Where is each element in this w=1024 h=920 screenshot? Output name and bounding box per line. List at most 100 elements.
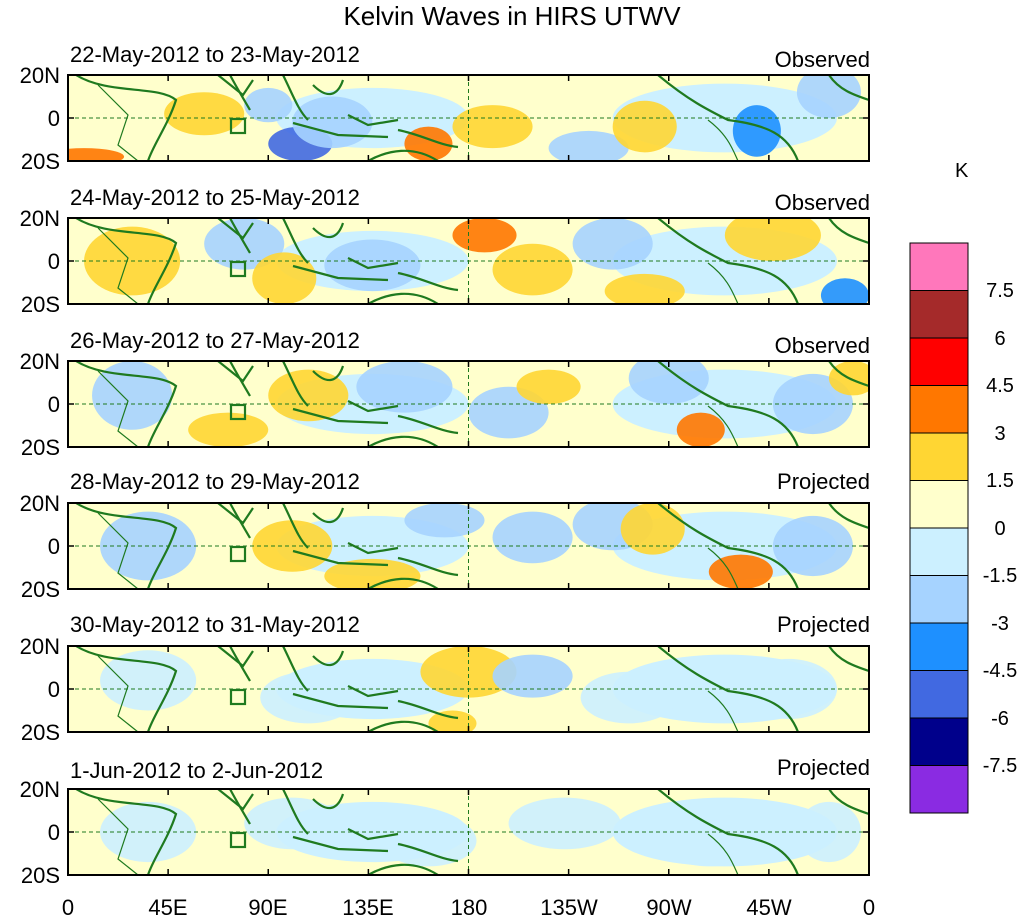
page-title: Kelvin Waves in HIRS UTWV [343,1,681,31]
colorbar-swatch [909,480,969,529]
panel-status-2: Observed [774,190,870,215]
anomaly-contour [796,801,861,863]
lon-label-360: 0 [862,895,876,920]
colorbar [909,242,969,814]
anomaly-contour [612,100,677,153]
colorbar-label: -1.5 [982,565,1018,587]
colorbar-swatch [909,765,969,814]
lon-label-0: 0 [61,895,75,920]
colorbar-label: -6 [991,708,1009,730]
lat-label-eq: 0 [47,249,60,274]
lon-label-90w: 90W [646,895,692,920]
map-panel-6 [67,788,870,876]
anomaly-contour [492,654,573,698]
anomaly-contour [724,218,821,261]
anomaly-contour [620,503,685,555]
panel-date-6: 1-Jun-2012 to 2-Jun-2012 [70,758,324,783]
panel-date-4: 28-May-2012 to 29-May-2012 [70,469,360,494]
anomaly-contour [68,148,125,161]
lat-label-20n: 20N [19,491,60,516]
anomaly-contour [572,218,653,270]
anomaly-contour [796,75,861,118]
lon-label-135e: 135E [342,895,394,920]
lat-label-20s: 20S [20,149,60,174]
map-panel-2 [67,217,870,305]
anomaly-contour [428,710,477,732]
colorbar-swatch [909,242,969,291]
panel-date-2: 24-May-2012 to 25-May-2012 [70,185,360,210]
colorbar-label: -4.5 [982,660,1018,682]
colorbar-label: 3 [994,423,1006,445]
panel-status-4: Projected [777,469,870,494]
colorbar-swatch [909,670,969,719]
anomaly-contour [708,554,773,589]
panel-date-5: 30-May-2012 to 31-May-2012 [70,612,360,637]
coastline [75,218,869,304]
lat-label-eq: 0 [47,677,60,702]
anomaly-contour [492,511,573,564]
anomaly-contour [508,797,621,850]
map-panel-3 [67,360,870,448]
colorbar-label: -7.5 [982,755,1018,777]
anomaly-contour [404,503,485,538]
anomaly-contour [188,412,269,447]
anomaly-contour [452,218,517,253]
anomaly-contour [244,87,293,123]
anomaly-contour [356,361,453,413]
anomaly-contour [252,252,317,304]
anomaly-contour [548,130,629,161]
map-panel-5 [67,645,870,733]
panel-status-5: Projected [777,612,870,637]
lon-label-90e: 90E [248,895,288,920]
lat-label-20s: 20S [20,292,60,317]
anomaly-contour [268,369,349,422]
colorbar-swatch [909,575,969,624]
colorbar-label: -3 [991,613,1009,635]
coastline [75,646,869,732]
colorbar-label: 4.5 [986,375,1014,397]
lon-label-180: 180 [450,895,488,920]
anomaly-contour [820,278,869,304]
lat-label-20n: 20N [19,63,60,88]
lon-label-45w: 45W [746,895,792,920]
anomaly-contour [324,239,421,292]
panel-date-3: 26-May-2012 to 27-May-2012 [70,328,360,353]
map-panel-1 [67,74,870,162]
colorbar-label: 0 [994,518,1006,540]
lat-label-20s: 20S [20,720,60,745]
anomaly-contour [164,92,245,136]
colorbar-label: 6 [994,328,1006,350]
lat-label-20n: 20N [19,777,60,802]
coastline [75,503,869,589]
coastline [75,361,869,447]
lon-label-45e: 45E [148,895,188,920]
colorbar-swatch [909,337,969,386]
anomaly-contour [604,273,685,304]
colorbar-label: 7.5 [986,280,1014,302]
colorbar-swatch [909,622,969,671]
lat-label-20n: 20N [19,349,60,374]
anomaly-contour [100,650,197,711]
lon-label-135w: 135W [540,895,598,920]
colorbar-unit: K [955,160,969,182]
anomaly-contour [516,369,581,404]
panel-date-1: 22-May-2012 to 23-May-2012 [70,42,360,67]
lat-label-20s: 20S [20,435,60,460]
colorbar-label: 1.5 [986,470,1014,492]
anomaly-contour [452,105,533,149]
lat-label-20s: 20S [20,863,60,888]
anomaly-contour [244,797,341,850]
colorbar-swatch [909,717,969,766]
colorbar-swatch [909,432,969,481]
anomaly-contour [740,658,837,720]
anomaly-contour [492,243,573,296]
anomaly-contour [324,558,421,589]
colorbar-swatch [909,290,969,339]
coastline [75,789,869,875]
map-panel-4 [67,502,870,590]
lat-label-eq: 0 [47,106,60,131]
lat-label-20n: 20N [19,634,60,659]
panel-status-6: Projected [777,755,870,780]
anomaly-contour [676,412,725,447]
